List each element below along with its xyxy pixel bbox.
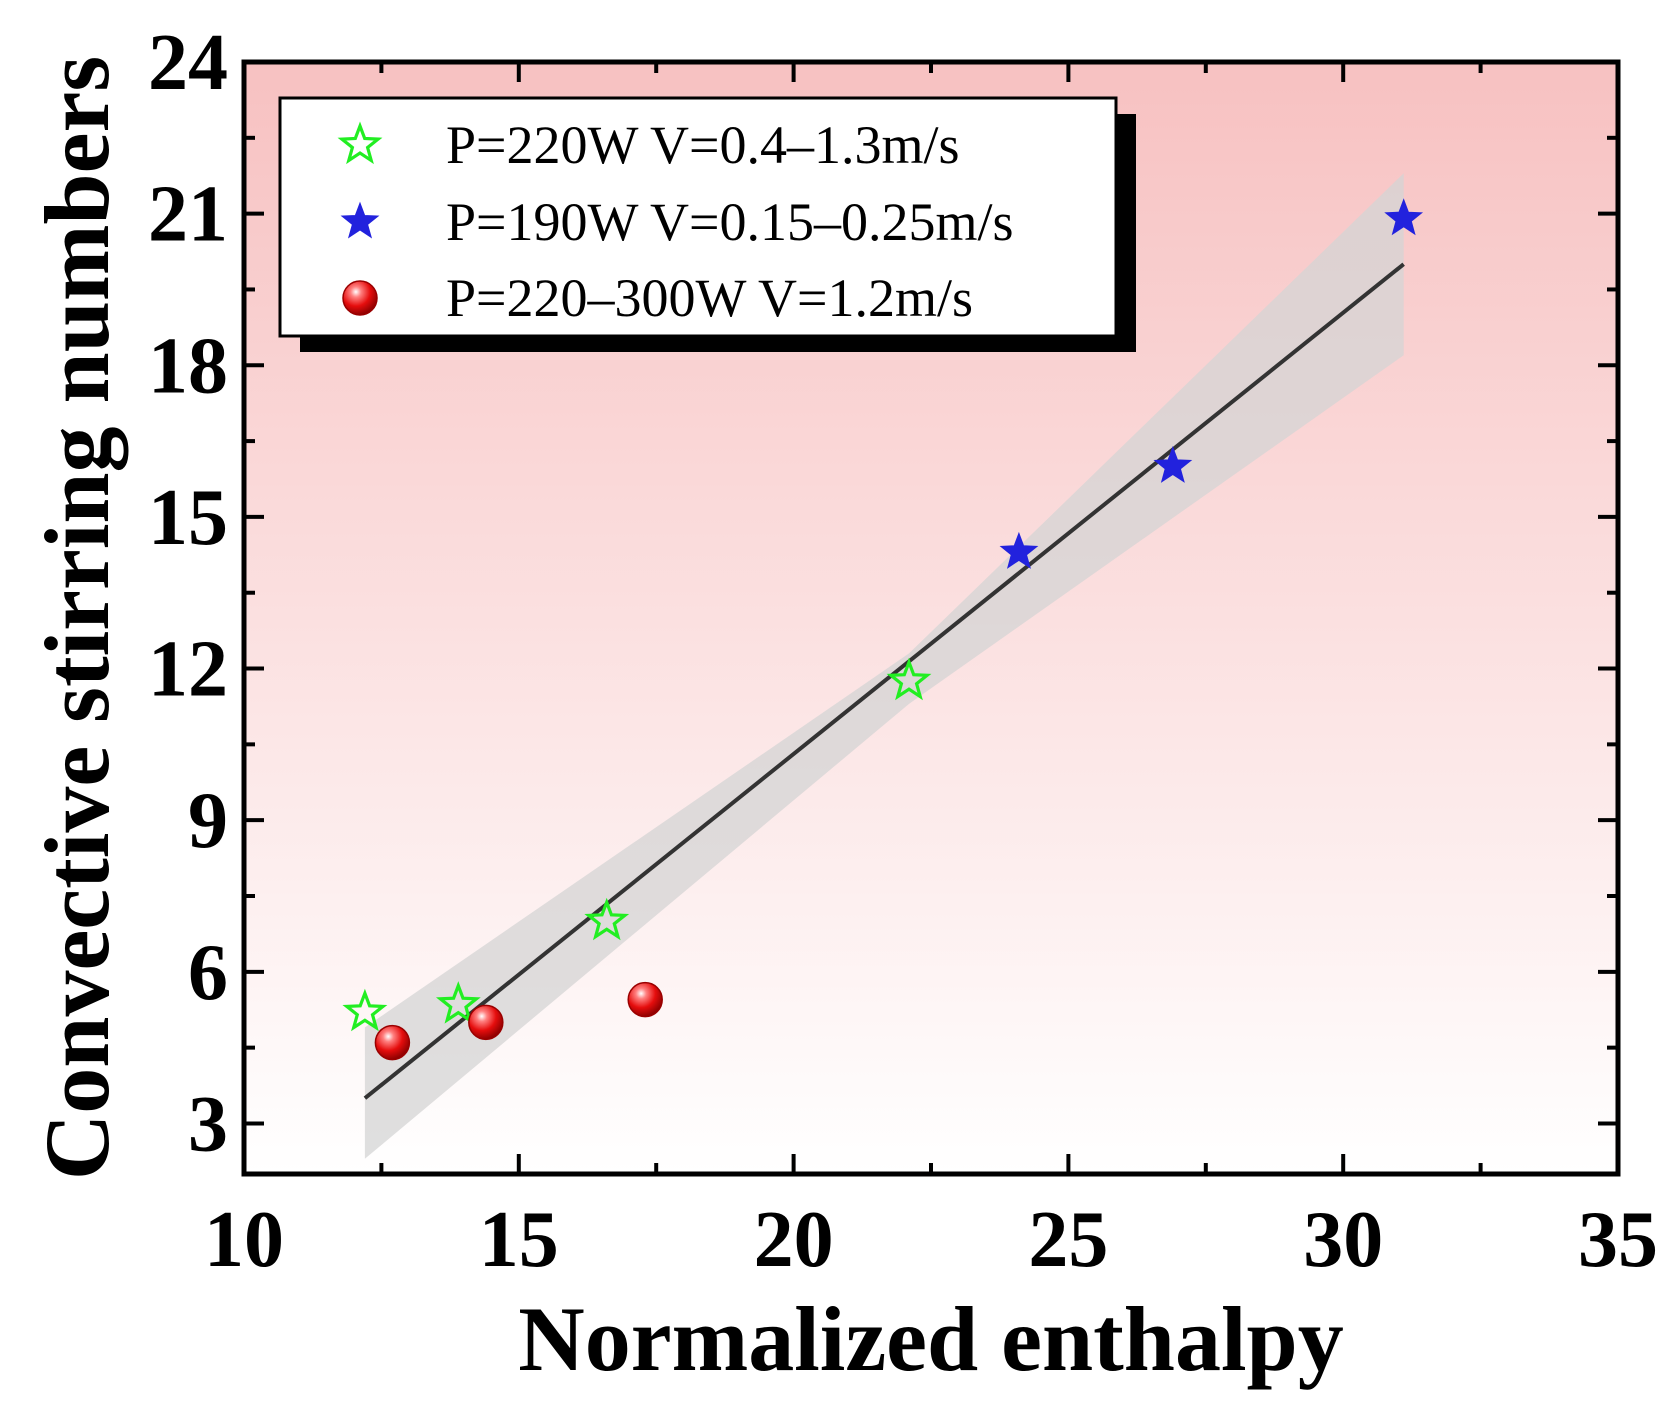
legend-box [278, 96, 1118, 338]
y-tick-label: 21 [148, 171, 228, 259]
confidence-band [364, 173, 1404, 1159]
y-tick-label: 3 [188, 1080, 228, 1168]
data-point-series-3-2 [468, 1004, 504, 1041]
legend-marker-series-1 [337, 121, 383, 165]
y-tick-label: 9 [188, 777, 228, 865]
data-point-series-1-3 [584, 897, 630, 941]
y-tick-label: 15 [148, 474, 228, 562]
x-tick-label: 15 [479, 1196, 559, 1284]
data-point-series-2-2 [1153, 445, 1193, 483]
legend-label-series-2: P=190W V=0.15–0.25m/s [446, 192, 1013, 252]
legend-marker-series-3 [342, 280, 378, 316]
legend: P=220W V=0.4–1.3m/s P=190W V=0.15–0.25m/… [278, 96, 1136, 352]
x-axis-title: Normalized enthalpy [518, 1288, 1343, 1390]
data-point-series-1-2 [435, 981, 481, 1024]
x-tick-label: 35 [1578, 1196, 1658, 1284]
data-point-series-1-4 [886, 657, 932, 701]
confidence-band-layer [364, 173, 1404, 1159]
data-points-layer [342, 198, 1424, 1061]
y-axis: 3 6 9 12 15 18 21 24 [148, 19, 1618, 1168]
fit-line [363, 262, 1405, 1100]
y-tick-label: 24 [148, 19, 228, 107]
data-point-series-2-1 [999, 531, 1039, 569]
data-point-series-3-1 [374, 1024, 411, 1061]
x-tick-label: 30 [1303, 1196, 1383, 1284]
legend-label-series-1: P=220W V=0.4–1.3m/s [446, 115, 959, 175]
x-axis: 10 15 20 25 30 35 [204, 62, 1658, 1284]
x-tick-label: 25 [1028, 1196, 1108, 1284]
y-axis-title: Convective stirring numbers [26, 56, 128, 1180]
legend-markers [337, 121, 383, 316]
data-point-series-2-3 [1384, 198, 1424, 236]
y-tick-label: 6 [188, 929, 228, 1017]
data-point-series-3-3 [627, 981, 663, 1018]
data-point-series-1-1 [342, 988, 388, 1032]
x-tick-label: 10 [204, 1196, 284, 1284]
fit-line-layer [363, 262, 1405, 1100]
legend-label-series-3: P=220–300W V=1.2m/s [446, 268, 973, 328]
legend-marker-series-2 [340, 201, 380, 239]
y-tick-label: 18 [148, 322, 228, 410]
x-tick-label: 20 [754, 1196, 834, 1284]
y-tick-label: 12 [148, 626, 228, 714]
